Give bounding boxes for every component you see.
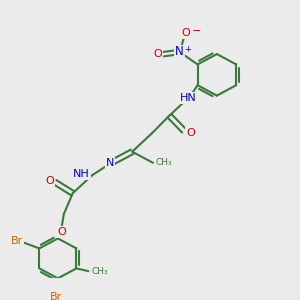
Text: Br: Br (50, 292, 62, 300)
Text: NH: NH (73, 169, 90, 179)
Text: O: O (186, 128, 195, 138)
Text: Br: Br (11, 236, 23, 247)
Text: CH₃: CH₃ (156, 158, 172, 167)
Text: +: + (184, 45, 191, 54)
Text: O: O (154, 49, 162, 59)
Text: O: O (181, 28, 190, 38)
Text: −: − (192, 26, 201, 36)
Text: HN: HN (180, 93, 197, 103)
Text: N: N (176, 46, 184, 59)
Text: N: N (106, 158, 114, 168)
Text: O: O (45, 176, 54, 186)
Text: CH₃: CH₃ (91, 267, 108, 276)
Text: O: O (57, 227, 66, 237)
